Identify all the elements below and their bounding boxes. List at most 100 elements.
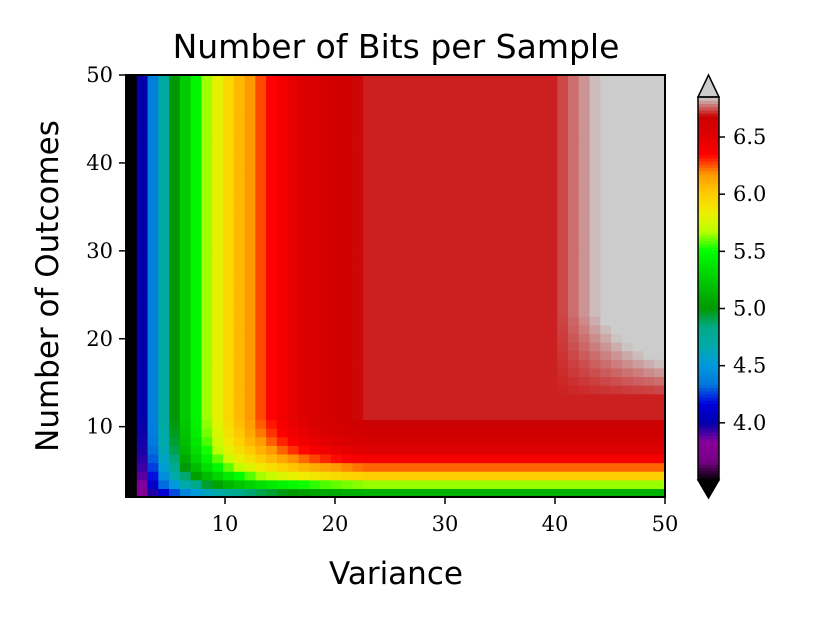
heatmap-cell (470, 462, 483, 472)
heatmap-cell (233, 238, 246, 248)
heatmap-cell (406, 453, 418, 464)
heatmap-cell (373, 83, 386, 93)
heatmap-cell (384, 135, 397, 145)
heatmap-cell (621, 161, 634, 171)
heatmap-cell (546, 419, 558, 429)
heatmap-cell (276, 169, 289, 179)
heatmap-cell (460, 238, 472, 248)
heatmap-cell (514, 367, 526, 378)
heatmap-cell (373, 341, 386, 352)
heatmap-cell (546, 264, 558, 274)
heatmap-cell (136, 367, 149, 378)
x-tick-label: 40 (542, 512, 569, 536)
heatmap-cell (557, 281, 569, 291)
heatmap-cell (535, 281, 548, 291)
colorbar-segment (698, 393, 719, 398)
heatmap-cell (546, 230, 558, 240)
heatmap-cell (535, 100, 548, 111)
heatmap-cell (341, 212, 353, 223)
heatmap-cell (190, 307, 203, 317)
heatmap-cell (169, 92, 181, 102)
heatmap-cell (384, 169, 397, 179)
heatmap-cell (320, 341, 332, 352)
heatmap-cell (621, 100, 634, 111)
colorbar-segment (698, 339, 719, 344)
heatmap-cell (621, 178, 634, 188)
heatmap-cell (632, 281, 645, 291)
heatmap-cell (136, 281, 149, 291)
heatmap-cell (201, 488, 213, 498)
heatmap-cell (309, 428, 321, 438)
heatmap-cell (169, 118, 181, 128)
heatmap-cell (621, 298, 634, 309)
heatmap-cell (654, 195, 666, 205)
heatmap-cell (244, 169, 256, 179)
heatmap-cell (535, 264, 548, 274)
heatmap-cell (266, 161, 278, 171)
heatmap-cell (417, 143, 429, 154)
heatmap-cell (632, 445, 645, 455)
heatmap-cell (244, 195, 256, 205)
colorbar-segment (698, 112, 719, 117)
heatmap-cell (384, 238, 397, 248)
heatmap-cell (276, 152, 289, 162)
heatmap-cell (470, 238, 483, 248)
heatmap-cell (632, 75, 645, 85)
heatmap-cell (514, 324, 526, 334)
heatmap-cell (158, 350, 170, 360)
heatmap-cell (470, 402, 483, 412)
heatmap-cell (557, 273, 569, 283)
heatmap-cell (384, 298, 397, 309)
heatmap-cell (126, 479, 138, 489)
colorbar-segment (698, 119, 719, 124)
heatmap-cell (417, 393, 429, 403)
heatmap-cell (287, 333, 300, 343)
heatmap-cell (557, 92, 569, 102)
heatmap-cell (298, 436, 310, 446)
heatmap-cell (643, 152, 655, 162)
heatmap-cell (384, 83, 397, 93)
heatmap-cell (643, 195, 655, 205)
heatmap-cell (589, 359, 601, 369)
heatmap-cell (578, 462, 591, 472)
heatmap-cell (147, 307, 159, 317)
heatmap-cell (352, 367, 364, 378)
colorbar-segment (698, 100, 719, 104)
heatmap-cell (535, 221, 548, 231)
heatmap-cell (460, 212, 472, 223)
colorbar-segment (698, 368, 719, 373)
heatmap-cell (384, 428, 397, 438)
heatmap-cell (341, 479, 353, 489)
heatmap-cell (147, 471, 159, 481)
heatmap-cell (169, 316, 181, 326)
heatmap-cell (126, 273, 138, 283)
heatmap-cell (233, 281, 246, 291)
heatmap-cell (287, 135, 300, 145)
heatmap-cell (524, 393, 537, 403)
heatmap-cell (158, 83, 170, 93)
heatmap-cell (320, 273, 332, 283)
colorbar-segment (698, 189, 719, 194)
heatmap-cell (179, 186, 192, 197)
heatmap-cell (201, 333, 213, 343)
heatmap-cell (524, 462, 537, 472)
heatmap-cell (654, 402, 666, 412)
heatmap-cell (470, 428, 483, 438)
heatmap-cell (276, 212, 289, 223)
heatmap-cell (363, 350, 375, 360)
heatmap-cell (643, 488, 655, 498)
heatmap-cell (621, 436, 634, 446)
heatmap-cell (212, 359, 224, 369)
heatmap-cell (201, 453, 213, 464)
heatmap-cell (244, 281, 256, 291)
heatmap-cell (460, 83, 472, 93)
heatmap-cell (427, 393, 440, 403)
heatmap-cell (600, 453, 612, 464)
heatmap-cell (136, 212, 149, 223)
heatmap-cell (417, 385, 429, 395)
heatmap-cell (244, 221, 256, 231)
heatmap-cell (373, 75, 386, 85)
heatmap-cell (503, 273, 515, 283)
heatmap-cell (557, 445, 569, 455)
heatmap-cell (266, 195, 278, 205)
